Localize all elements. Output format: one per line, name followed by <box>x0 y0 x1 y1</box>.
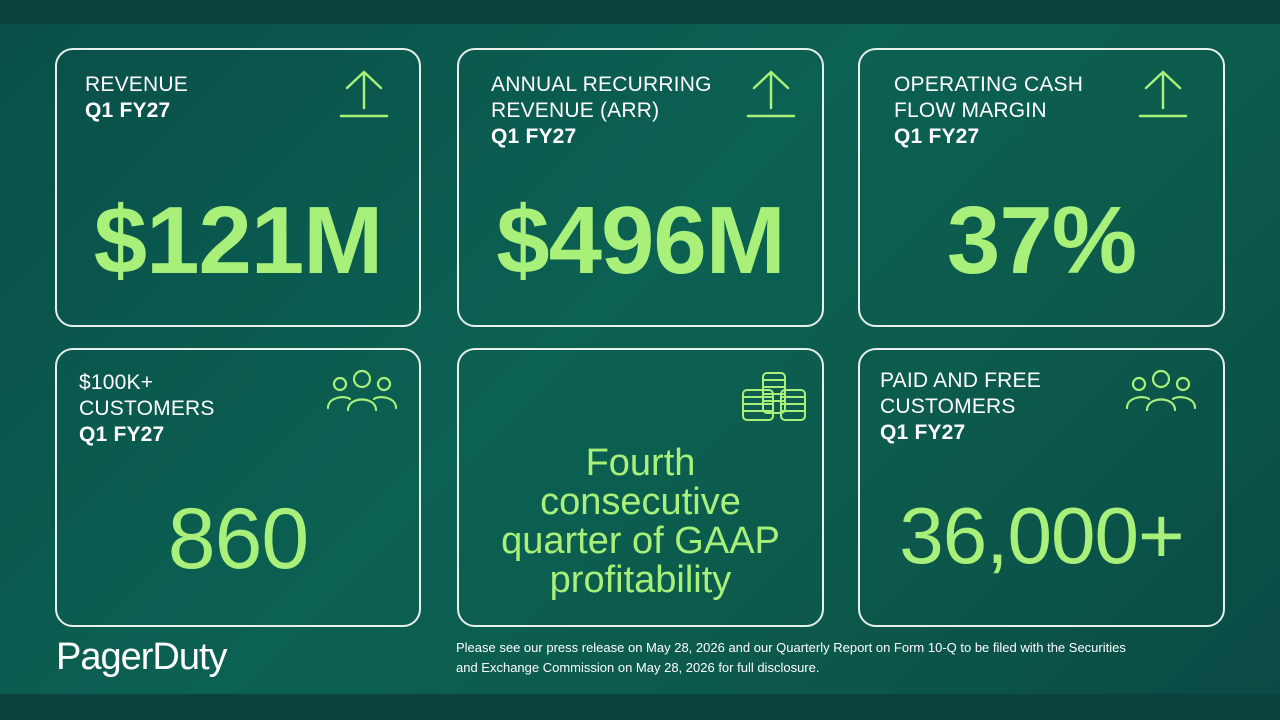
operating-cash-flow-value: 37% <box>946 187 1137 294</box>
arrow-up-icon <box>1138 70 1188 118</box>
statement-line: profitability <box>549 559 732 601</box>
card-label: $100K+ CUSTOMERS Q1 FY27 <box>79 370 215 448</box>
card-label: PAID AND FREE CUSTOMERS Q1 FY27 <box>880 368 1041 446</box>
operating-cash-flow-card: OPERATING CASH FLOW MARGIN Q1 FY27 37% <box>858 48 1225 327</box>
card-label-line: CUSTOMERS <box>79 397 215 420</box>
card-period: Q1 FY27 <box>894 125 980 148</box>
gaap-profitability-card: Fourth consecutive quarter of GAAP profi… <box>457 348 824 627</box>
card-label-line: FLOW MARGIN <box>894 99 1047 122</box>
disclaimer-text: Please see our press release on May 28, … <box>456 638 1226 678</box>
large-customers-value: 860 <box>167 491 310 587</box>
gaap-statement: Fourth consecutive quarter of GAAP profi… <box>459 444 822 600</box>
card-period: Q1 FY27 <box>79 423 165 446</box>
card-period: Q1 FY27 <box>880 421 966 444</box>
card-label: OPERATING CASH FLOW MARGIN Q1 FY27 <box>894 72 1083 150</box>
revenue-card: REVENUE Q1 FY27 $121M <box>55 48 421 327</box>
people-group-icon <box>1125 369 1197 412</box>
statement-line: quarter of GAAP <box>501 520 780 562</box>
paid-free-customers-value: 36,000+ <box>899 491 1184 580</box>
revenue-value: $121M <box>93 187 384 294</box>
card-label-line: ANNUAL RECURRING <box>491 73 712 96</box>
card-label-line: OPERATING CASH <box>894 73 1084 96</box>
coin-stack-icon <box>742 372 806 421</box>
people-group-icon <box>326 369 398 412</box>
statement-line: Fourth <box>585 442 696 484</box>
arrow-up-icon <box>339 70 389 118</box>
top-bar <box>0 0 1280 24</box>
card-label-line: REVENUE <box>85 73 188 96</box>
card-label: ANNUAL RECURRING REVENUE (ARR) Q1 FY27 <box>491 72 712 150</box>
card-label-line: $100K+ <box>79 371 154 394</box>
pagerduty-logo: PagerDuty <box>56 636 228 678</box>
card-label-line: REVENUE (ARR) <box>491 99 660 122</box>
metrics-slide <box>0 24 1280 694</box>
arr-value: $496M <box>496 187 786 294</box>
disclaimer-line: and Exchange Commission on May 28, 2026 … <box>456 660 820 675</box>
statement-line: consecutive <box>540 481 741 523</box>
card-period: Q1 FY27 <box>85 99 171 122</box>
bottom-bar <box>0 694 1280 720</box>
card-label-line: PAID AND FREE <box>880 369 1041 392</box>
card-period: Q1 FY27 <box>491 125 577 148</box>
arr-card: ANNUAL RECURRING REVENUE (ARR) Q1 FY27 $… <box>457 48 824 327</box>
card-label: REVENUE Q1 FY27 <box>85 72 188 124</box>
disclaimer-line: Please see our press release on May 28, … <box>456 640 1126 655</box>
paid-free-customers-card: PAID AND FREE CUSTOMERS Q1 FY27 36,000+ <box>858 348 1225 627</box>
large-customers-card: $100K+ CUSTOMERS Q1 FY27 860 <box>55 348 421 627</box>
arrow-up-icon <box>746 70 796 118</box>
card-label-line: CUSTOMERS <box>880 395 1016 418</box>
